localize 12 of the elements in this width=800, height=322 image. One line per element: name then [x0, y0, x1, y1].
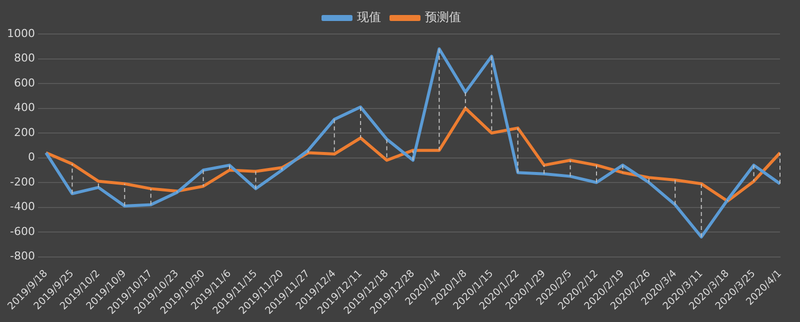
legend-label: 预测值 — [425, 10, 461, 24]
y-tick-label: -600 — [10, 224, 35, 238]
y-tick-label: -800 — [10, 250, 35, 263]
y-tick-label: 0 — [28, 150, 35, 164]
y-tick-label: 200 — [14, 126, 35, 139]
y-tick-label: 400 — [14, 101, 35, 114]
y-tick-label: -400 — [10, 200, 35, 214]
y-tick-label: 1000 — [6, 26, 35, 40]
y-tick-label: -200 — [10, 175, 35, 188]
y-tick-label: 600 — [14, 76, 35, 90]
y-tick-label: 800 — [14, 52, 35, 65]
legend-label: 现值 — [357, 10, 381, 24]
